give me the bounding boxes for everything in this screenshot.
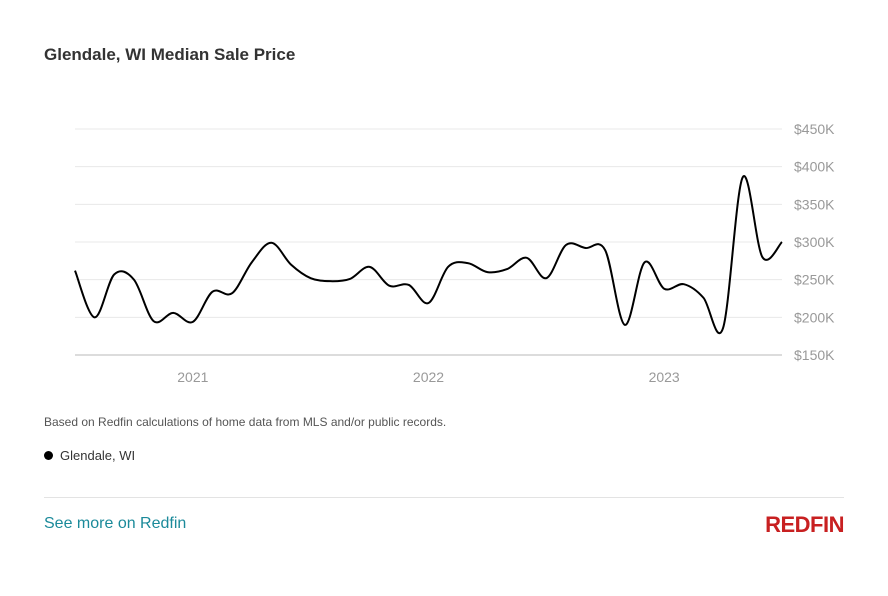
y-tick-label: $450K <box>794 121 835 137</box>
redfin-logo: REDFIN <box>765 512 844 537</box>
line-chart: $150K $200K $250K $300K $350K $400K $450K 2021 2… <box>74 121 835 385</box>
y-tick-label: $250K <box>794 272 835 288</box>
chart-title: Glendale, WI Median Sale Price <box>44 45 296 64</box>
y-tick-label: $350K <box>794 196 835 212</box>
source-note: Based on Redfin calculations of home dat… <box>44 415 447 429</box>
see-more-link[interactable]: See more on Redfin <box>44 515 187 532</box>
y-tick-label: $150K <box>794 347 835 363</box>
y-tick-label: $200K <box>794 309 835 325</box>
x-tick-label: 2022 <box>413 369 444 385</box>
y-tick-label: $300K <box>794 234 835 250</box>
legend-item: Glendale, WI <box>44 448 135 463</box>
legend-dot-icon <box>44 451 53 460</box>
legend-label: Glendale, WI <box>60 448 136 463</box>
series-line-glendale <box>74 175 783 335</box>
x-tick-label: 2023 <box>649 369 680 385</box>
x-tick-label: 2021 <box>177 369 208 385</box>
divider <box>44 497 844 498</box>
y-tick-label: $400K <box>794 159 835 175</box>
